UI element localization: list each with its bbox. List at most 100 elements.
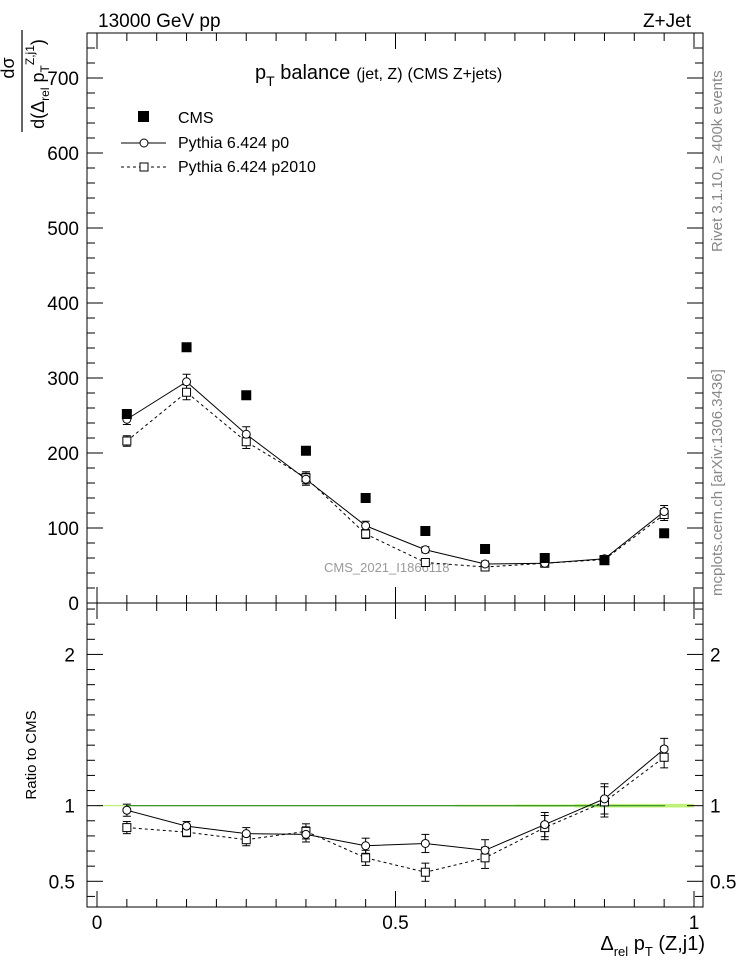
ratio-y-tick-label-right: 0.5 bbox=[710, 872, 736, 893]
header-process: Z+Jet bbox=[643, 11, 692, 32]
ratio-p0-point bbox=[122, 805, 132, 815]
p0-point bbox=[241, 429, 251, 439]
y-tick-label: 600 bbox=[47, 144, 79, 165]
ratio-p2010-point bbox=[480, 853, 490, 863]
cms-point bbox=[300, 445, 311, 456]
x-axis-label: Δrel pT (Z,j1) bbox=[600, 933, 705, 959]
ratio-p0-point bbox=[599, 794, 609, 804]
p0-point bbox=[361, 521, 371, 531]
ratio-y-label: Ratio to CMS bbox=[23, 710, 40, 799]
main-x-ticks bbox=[96, 33, 695, 603]
cms-point bbox=[539, 553, 550, 563]
header-energy: 13000 GeV pp bbox=[98, 11, 221, 32]
y-tick-label: 700 bbox=[47, 69, 79, 90]
p0-point bbox=[182, 377, 192, 387]
main-panel: CMS_2021_I1866118 0 100 200 300 400 500 600 700… bbox=[0, 30, 704, 615]
legend-marker-cms bbox=[138, 111, 149, 122]
ratio-p2010-line bbox=[126, 756, 665, 873]
legend-label-p0: Pythia 6.424 p0 bbox=[178, 135, 289, 152]
p2010-point bbox=[122, 436, 132, 446]
ratio-y-tick-label-left: 1 bbox=[64, 797, 75, 818]
cms-point bbox=[659, 528, 670, 539]
ratio-p2010-point bbox=[420, 867, 430, 877]
x-tick-label: 0 bbox=[92, 913, 103, 934]
ratio-y-tick-label-right: 2 bbox=[710, 645, 721, 666]
x-label-rel: rel bbox=[614, 944, 629, 959]
x-tick-label: 1 bbox=[689, 913, 700, 934]
main-y-label: dσ d(Δrel pTZ,j1) bbox=[0, 30, 52, 132]
legend-marker-p2010 bbox=[139, 162, 149, 172]
y-label-t: T bbox=[38, 64, 52, 72]
ratio-y-tick-label-left: 0.5 bbox=[49, 872, 75, 893]
p0-point bbox=[301, 474, 311, 484]
ratio-plot-area bbox=[97, 737, 694, 882]
title-balance: balance bbox=[275, 62, 351, 84]
y-label-d-delta: d(Δ bbox=[28, 101, 48, 129]
p0-point bbox=[480, 559, 490, 569]
ratio-panel: 0.5 0.51 12 2 0 0.5 1 Ratio to CMS Δrel pT (Z… bbox=[23, 602, 736, 959]
cms-point bbox=[480, 544, 491, 554]
ratio-y-ticks: 0.5 0.5 1 1 2 2 bbox=[49, 608, 736, 897]
cms-point bbox=[181, 342, 192, 353]
ratio-p0-point bbox=[301, 829, 311, 839]
legend-label-p2010: Pythia 6.424 p2010 bbox=[178, 159, 316, 176]
p2010-point bbox=[182, 387, 192, 397]
rivet-label: Rivet 3.1.10, ≥ 400k events bbox=[709, 70, 726, 252]
y-label-close: ) bbox=[28, 39, 48, 45]
p2010-point bbox=[361, 529, 371, 539]
p2010-point bbox=[241, 437, 251, 447]
ratio-y-tick-label-right: 1 bbox=[710, 797, 721, 818]
x-tick-label: 0.5 bbox=[382, 913, 408, 934]
p2010-point bbox=[420, 558, 430, 567]
main-plot-area bbox=[121, 342, 670, 572]
legend: CMS Pythia 6.424 p0 Pythia 6.424 p2010 bbox=[121, 110, 316, 176]
cms-point bbox=[599, 555, 610, 566]
y-tick-label: 400 bbox=[47, 294, 79, 315]
title-p: p bbox=[255, 62, 266, 84]
x-label-delta: Δ bbox=[600, 933, 613, 955]
legend-marker-p0 bbox=[139, 138, 149, 148]
y-label-rel: rel bbox=[38, 88, 52, 101]
ratio-p0-line bbox=[126, 748, 665, 851]
y-tick-label: 300 bbox=[47, 369, 79, 390]
x-label-rest: (Z,j1) bbox=[653, 933, 705, 955]
watermark: CMS_2021_I1866118 bbox=[324, 560, 450, 575]
ratio-p0-point bbox=[241, 829, 251, 839]
ratio-p0-point bbox=[480, 845, 490, 855]
mcplots-label: mcplots.cern.ch [arXiv:1306.3436] bbox=[709, 369, 726, 596]
ratio-p2010-point bbox=[122, 823, 132, 833]
ratio-y-tick-label-left: 2 bbox=[64, 645, 75, 666]
x-label-p: p bbox=[628, 933, 645, 955]
y-tick-label: 0 bbox=[68, 594, 79, 615]
ratio-x-ticks: 0 0.5 1 bbox=[92, 603, 700, 934]
y-label-p: p bbox=[28, 72, 48, 87]
ratio-p0-point bbox=[540, 820, 550, 830]
main-y-ticks: 0 100 200 300 400 500 600 700 bbox=[47, 47, 703, 615]
ratio-frame bbox=[86, 602, 704, 908]
cms-point bbox=[360, 493, 371, 503]
cms-point bbox=[241, 390, 252, 401]
y-label-zj1: Z,j1 bbox=[23, 45, 37, 65]
y-label-denominator: d(Δrel pTZ,j1) bbox=[23, 39, 52, 129]
ratio-p0-point bbox=[182, 821, 192, 831]
legend-label-cms: CMS bbox=[178, 110, 214, 127]
ratio-p0-point bbox=[659, 744, 669, 754]
ratio-p0-point bbox=[420, 838, 430, 848]
cms-point bbox=[420, 526, 431, 536]
chart-title: pT balance (jet, Z) (CMS Z+jets) bbox=[255, 62, 502, 89]
ratio-p2010-point bbox=[659, 752, 669, 762]
cms-point bbox=[121, 409, 132, 419]
p2010-line bbox=[126, 391, 665, 568]
y-tick-label: 100 bbox=[47, 519, 79, 540]
ratio-p2010-point bbox=[361, 853, 371, 863]
p0-point bbox=[420, 545, 430, 555]
ratio-p0-point bbox=[361, 841, 371, 851]
title-paren-2: (CMS Z+jets) bbox=[408, 66, 503, 83]
y-label-numerator: dσ bbox=[0, 57, 18, 78]
p0-point bbox=[659, 507, 669, 516]
x-label-t: T bbox=[645, 944, 653, 959]
title-paren-1: (jet, Z) bbox=[356, 66, 402, 83]
y-tick-label: 500 bbox=[47, 219, 79, 240]
p0-line bbox=[126, 381, 665, 565]
